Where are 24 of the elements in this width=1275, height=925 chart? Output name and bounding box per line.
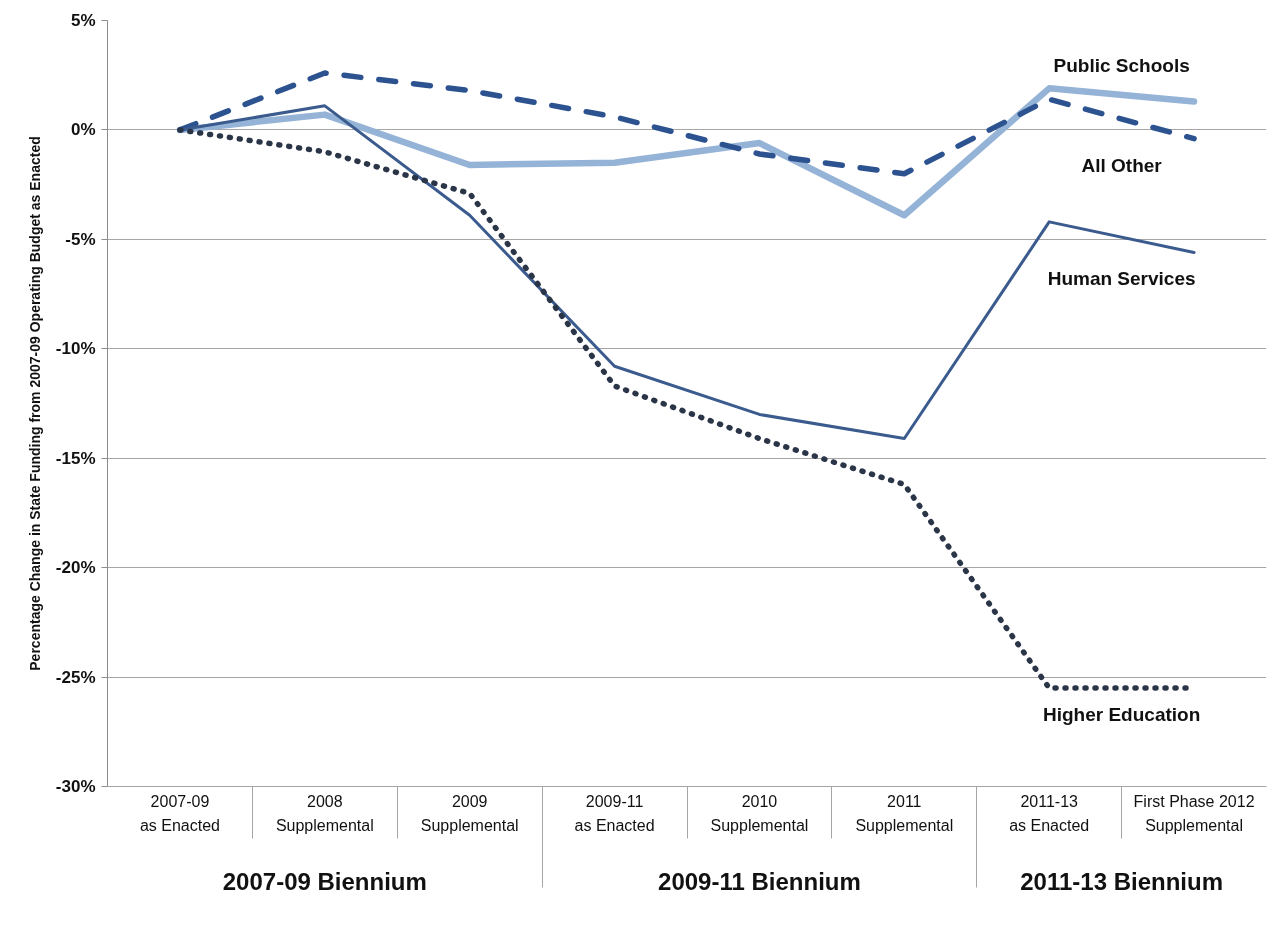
x-tick-label: 2011 Supplemental	[855, 792, 954, 835]
y-tick-label: -20%	[55, 558, 96, 578]
y-axis-title: Percentage Change in State Funding from 2007-09 Operating Budget as Enacted	[26, 136, 43, 671]
x-tick-label: 2008 Supplemental	[275, 792, 374, 835]
text: 2007-09 Biennium	[222, 867, 427, 895]
y-tick-label: -15%	[55, 448, 96, 468]
x-tick-label: First Phase 2012 Supplemental	[1133, 792, 1255, 835]
y-tick-label: -5%	[65, 229, 96, 249]
series-label: All Other	[1081, 154, 1163, 176]
x-tick-label: 2009-11 as Enacted	[574, 792, 655, 835]
y-tick-label: 5%	[70, 11, 96, 30]
y-tick-label: -30%	[55, 777, 96, 796]
text: 2011-13 Biennium	[1020, 867, 1224, 895]
y-tick-label: -25%	[55, 667, 96, 687]
x-tick-label: 2010 Supplemental	[710, 792, 809, 835]
x-tick-label: 2009 Supplemental	[420, 792, 519, 835]
x-tick-label: 2007-09 as Enacted	[139, 792, 220, 835]
y-tick-label: -10%	[55, 339, 96, 359]
text: 2009-11 Biennium	[658, 867, 861, 895]
y-tick-label: 0%	[70, 120, 96, 140]
series-label: Human Services	[1047, 268, 1196, 290]
x-tick-label: 2011-13 as Enacted	[1009, 792, 1090, 835]
series-label: Higher Education	[1042, 704, 1201, 726]
series-label: Public Schools	[1053, 55, 1190, 77]
